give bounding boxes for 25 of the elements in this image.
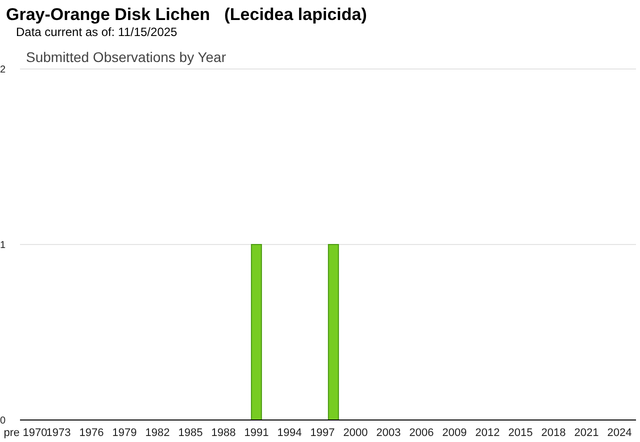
x-tick-label: 1973 <box>46 426 71 439</box>
y-tick-label: 2 <box>0 64 6 76</box>
y-tick-label: 1 <box>0 240 6 252</box>
x-tick-label: 1994 <box>277 426 302 439</box>
text: Submitted Observations by Year <box>26 49 226 65</box>
x-tick-label: 1982 <box>145 426 170 439</box>
x-tick-label: 2024 <box>607 426 632 439</box>
x-tick-label: 2000 <box>343 426 368 439</box>
x-tick-label: 1991 <box>244 426 269 439</box>
x-tick-label: 2009 <box>442 426 467 439</box>
x-tick-label: 2021 <box>574 426 599 439</box>
x-tick-label: 1997 <box>310 426 335 439</box>
x-tick-label: 2018 <box>541 426 566 439</box>
x-tick-label: 2015 <box>508 426 533 439</box>
x-tick-label: pre 1970 <box>4 426 48 439</box>
x-tick-label: 2003 <box>376 426 401 439</box>
x-tick-label: 1976 <box>79 426 104 439</box>
x-tick-label: 1985 <box>178 426 203 439</box>
x-tick-label: 2006 <box>409 426 434 439</box>
x-tick-label: 2012 <box>475 426 500 439</box>
chart-subtitle: Data current as of: 11/15/2025 <box>16 25 178 39</box>
x-tick-label: 1988 <box>211 426 236 439</box>
x-tick-label: 1979 <box>112 426 137 439</box>
y-tick-label: 0 <box>0 416 6 427</box>
chart-title: Gray-Orange Disk Lichen (Lecidea lapicida) <box>6 5 367 25</box>
